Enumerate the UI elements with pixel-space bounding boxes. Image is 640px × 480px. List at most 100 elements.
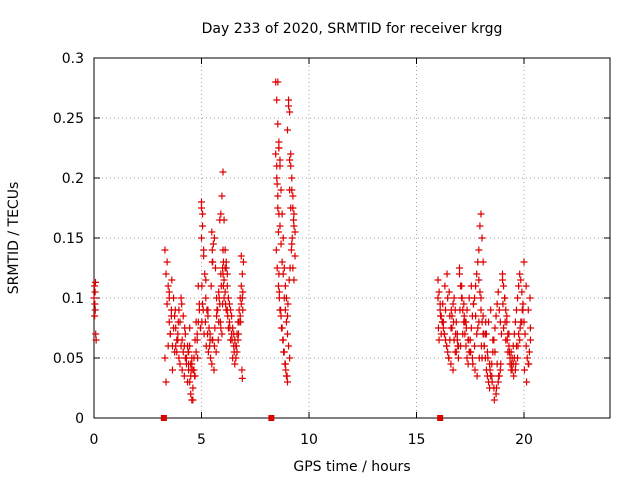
data-point [179,312,187,320]
data-point [275,288,283,296]
data-point [515,330,523,338]
data-point [165,294,173,302]
data-point [92,330,100,338]
data-point [225,318,233,326]
data-point [284,300,292,308]
data-point [290,216,298,224]
data-point [239,306,247,314]
data-point [174,330,182,338]
data-point [176,360,184,368]
data-point [486,360,494,368]
data-point [280,348,288,356]
data-point [278,324,286,332]
data-point [90,294,98,302]
data-point [220,216,228,224]
y-tick-label: 0.1 [62,291,84,307]
data-point [274,192,282,200]
data-point [204,330,212,338]
data-point [460,312,468,320]
data-point [171,348,179,356]
data-point [178,300,186,308]
data-point [202,294,210,302]
data-point [92,336,100,344]
data-point [162,270,170,278]
data-point [223,270,231,278]
data-point [503,312,511,320]
data-point [230,348,238,356]
data-point [506,360,514,368]
data-point [468,354,476,362]
x-tick-labels: 0 5 10 15 20 [90,432,533,448]
data-point [525,348,533,356]
data-point [452,330,460,338]
data-point [186,378,194,386]
data-point [442,306,450,314]
data-point [467,348,475,356]
y-tick-label: 0 [75,411,84,427]
data-point [486,366,494,374]
data-point [434,324,442,332]
data-point [472,312,480,320]
data-point [483,348,491,356]
data-point [224,324,232,332]
data-point [237,282,245,290]
data-point [276,156,284,164]
data-point [520,318,528,326]
data-point [208,246,216,254]
x-tick-label: 15 [408,432,426,448]
data-point [479,258,487,266]
data-point [221,288,229,296]
data-point [477,210,485,218]
data-point [163,258,171,266]
data-point [163,300,171,308]
data-point [465,336,473,344]
data-point [487,306,495,314]
data-point [444,348,452,356]
data-point [275,270,283,278]
data-point [273,96,281,104]
data-point [286,156,294,164]
data-point [522,342,530,350]
data-point [504,348,512,356]
data-point [199,306,207,314]
data-point [287,150,295,158]
data-point [522,282,530,290]
data-point [207,282,215,290]
data-point [477,306,485,314]
data-point [213,306,221,314]
data-point [209,240,217,248]
data-point [526,324,534,332]
data-point [285,96,293,104]
data-point [501,294,509,302]
data-point [165,288,173,296]
data-point [189,384,197,392]
data-point [239,258,247,266]
data-point [520,366,528,374]
data-point [274,228,282,236]
data-point [202,276,210,284]
data-point [217,210,225,218]
data-point [485,318,493,326]
data-point [469,300,477,308]
data-point [456,306,464,314]
data-point [168,366,176,374]
data-point [219,282,227,290]
data-point [473,270,481,278]
data-point [181,324,189,332]
data-point [288,234,296,242]
data-point [286,108,294,116]
data-point [167,312,175,320]
data-point [447,360,455,368]
data-point [435,336,443,344]
data-point [497,330,505,338]
data-point [495,306,503,314]
data-point [491,348,499,356]
data-point [199,300,207,308]
data-point [516,270,524,278]
data-point [204,348,212,356]
data-point [284,378,291,386]
data-point [210,366,218,374]
data-point [489,336,497,344]
data-point [222,306,230,314]
y-tick-label: 0.25 [53,111,84,127]
